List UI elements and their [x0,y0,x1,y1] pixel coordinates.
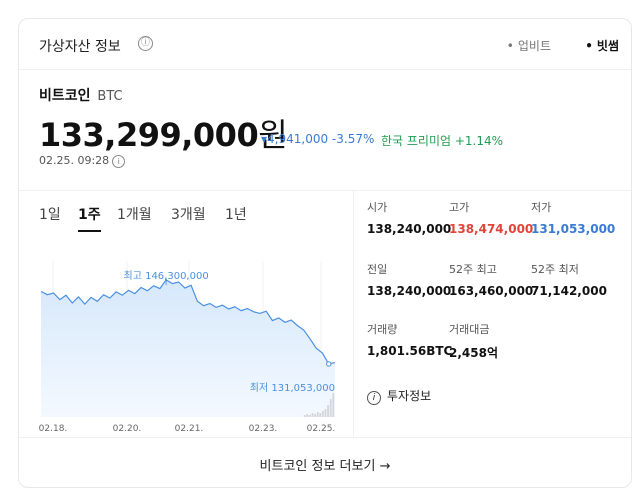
coin-symbol: BTC [97,89,123,104]
exchange-tab-bithumb[interactable]: • 빗썸 [585,39,619,53]
more-info-link[interactable]: 비트코인 정보 더보기 → [259,459,391,474]
tab-1y[interactable]: 1년 [225,207,247,223]
timestamp: 02.25. 09:28 i [39,154,126,168]
volume-bar [314,414,316,417]
tab-1w[interactable]: 1주 [78,204,101,232]
stat-52w-high: 52주 최고 163,460,000 [449,263,534,298]
volume-bar [311,413,314,417]
stat-open: 시가 138,240,000 [367,201,452,236]
volume-bar [327,405,329,417]
divider [19,190,631,191]
x-tick-label: 02.23. [249,424,278,434]
chart-area [41,279,335,417]
volume-bar [316,412,319,417]
volume-bar [309,415,311,417]
high-label: 최고 146,300,000 [124,270,209,282]
card-title: 가상자산 정보 [39,39,121,55]
volume-bar [324,409,327,417]
tab-3m[interactable]: 3개월 [171,207,206,223]
exchange-tab-upbit[interactable]: • 업비트 [506,39,551,53]
price-chart[interactable]: 최고 146,300,000 최저 131,053,000 02.18. 02.20.… [35,241,343,437]
volume-bar [329,399,332,417]
current-price: 133,299,000원 [39,116,288,154]
low-label: 최저 131,053,000 [250,382,335,394]
stat-volume: 거래량 1,801.56BTC [367,323,453,358]
crypto-info-card: 가상자산 정보 ⓘ • 업비트 • 빗썸 비트코인 BTC 133,299,000원… [18,18,632,488]
stat-trade-value: 거래대금 2,458억 [449,323,498,360]
x-tick-label: 02.18. [39,424,68,434]
volume-bar [306,414,309,417]
x-tick-label: 02.20. [113,424,142,434]
x-tick-label: 02.25. [307,424,336,434]
x-tick-label: 02.21. [175,424,204,434]
volume-bar [322,411,324,417]
tab-1m[interactable]: 1개월 [117,207,152,223]
stat-52w-low: 52주 최저 71,142,000 [531,263,607,298]
investment-info-link[interactable]: i 투자정보 [367,387,431,405]
tab-1d[interactable]: 1일 [39,207,61,223]
info-icon[interactable]: i [112,154,126,168]
volume-bar [303,415,306,417]
korea-premium: 한국 프리미엄 +1.14% [381,134,504,148]
price-unit: 원 [258,116,288,154]
info-icon[interactable]: ⓘ [138,36,153,51]
info-icon: i [367,391,381,405]
divider [353,190,354,436]
card-footer: 비트코인 정보 더보기 → [19,437,631,487]
volume-bar [332,393,335,417]
stat-prev-close: 전일 138,240,000 [367,263,452,298]
stat-high: 고가 138,474,000 [449,201,534,236]
coin-name: 비트코인 BTC [39,88,123,104]
low-marker [326,361,332,367]
price-change: ▾4,941,000 -3.57% [261,132,375,146]
chart-line [40,278,336,365]
volume-bar [319,413,322,417]
stat-low: 저가 131,053,000 [531,201,616,236]
card-header: 가상자산 정보 ⓘ • 업비트 • 빗썸 [19,19,631,70]
